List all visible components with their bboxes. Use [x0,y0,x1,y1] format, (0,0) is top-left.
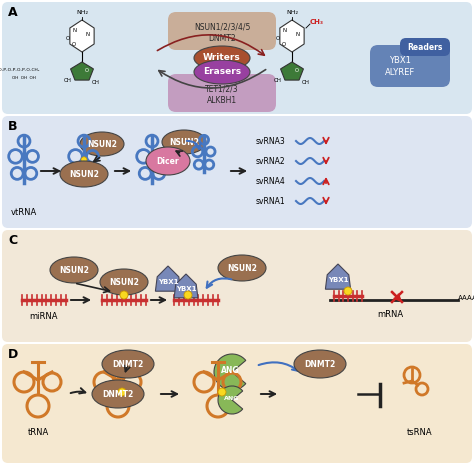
Text: O: O [72,41,76,46]
Text: vtRNA: vtRNA [11,208,37,217]
Text: TET1/2/3: TET1/2/3 [205,84,239,93]
Text: DNMT2: DNMT2 [112,359,144,368]
Text: HO-P-O-P-O-P-O-CH₂: HO-P-O-P-O-P-O-CH₂ [206,68,250,72]
Text: O: O [282,41,286,46]
Text: DNMT2: DNMT2 [304,359,336,368]
FancyBboxPatch shape [168,74,276,112]
Circle shape [81,157,87,163]
Text: OH: OH [92,80,100,85]
Ellipse shape [162,130,206,154]
Text: N: N [86,32,90,36]
Ellipse shape [80,132,124,156]
FancyBboxPatch shape [2,2,472,114]
Text: N: N [296,32,300,36]
Polygon shape [325,264,351,289]
Text: ANG: ANG [224,396,240,400]
Text: N: N [283,27,287,33]
FancyBboxPatch shape [168,12,276,50]
Ellipse shape [294,350,346,378]
Text: NSUN1/2/3/4/5: NSUN1/2/3/4/5 [194,22,250,31]
FancyBboxPatch shape [400,38,450,56]
Text: Dicer: Dicer [157,157,179,166]
FancyBboxPatch shape [2,344,472,463]
Text: YBX1: YBX1 [389,56,411,65]
Text: O: O [66,35,70,40]
Text: mRNA: mRNA [377,310,403,319]
Text: YBX1: YBX1 [176,286,196,292]
Circle shape [120,291,128,299]
Text: O: O [295,67,299,73]
Text: N: N [73,27,77,33]
Text: Readers: Readers [407,42,443,52]
Ellipse shape [102,350,154,378]
Text: NSUN2: NSUN2 [227,264,257,272]
FancyBboxPatch shape [2,230,472,342]
Text: NSUN2: NSUN2 [109,278,139,286]
Text: svRNA3: svRNA3 [256,137,286,146]
Text: OH  OH  OH: OH OH OH [12,76,36,80]
Text: DNMT2: DNMT2 [208,34,236,43]
FancyBboxPatch shape [370,45,450,87]
Text: OH: OH [302,80,310,85]
Text: NH₂: NH₂ [286,10,298,15]
Text: ALYREF: ALYREF [385,68,415,77]
Text: NSUN2: NSUN2 [169,138,199,146]
Text: AAAAAA: AAAAAA [458,295,474,301]
Text: Writers: Writers [203,53,241,62]
Wedge shape [218,386,243,414]
Polygon shape [281,62,303,80]
Text: YBX1: YBX1 [158,279,178,285]
Circle shape [118,388,126,396]
Circle shape [81,163,87,169]
Text: DNMT2: DNMT2 [102,390,134,399]
Text: svRNA4: svRNA4 [256,177,286,186]
Ellipse shape [100,269,148,295]
Text: tsRNA: tsRNA [407,428,433,437]
Ellipse shape [60,161,108,187]
Text: svRNA1: svRNA1 [256,197,286,206]
Ellipse shape [194,60,250,84]
Circle shape [149,163,155,169]
Circle shape [149,157,155,163]
Ellipse shape [146,147,190,175]
Text: B: B [8,120,18,133]
Ellipse shape [92,380,144,408]
Text: tRNA: tRNA [27,428,49,437]
Text: OH: OH [64,78,72,82]
FancyBboxPatch shape [2,116,472,228]
Text: HO-P-O-P-O-P-O-CH₂: HO-P-O-P-O-P-O-CH₂ [0,68,40,72]
Polygon shape [174,274,198,298]
Circle shape [218,388,226,396]
Text: A: A [8,6,18,19]
Text: D: D [8,348,18,361]
Circle shape [344,287,352,295]
Polygon shape [155,266,181,291]
Text: miRNA: miRNA [30,312,58,321]
Circle shape [184,291,192,299]
Text: C: C [8,234,17,247]
Ellipse shape [218,255,266,281]
Text: OH: OH [274,78,282,82]
Wedge shape [214,354,246,390]
Ellipse shape [50,257,98,283]
Text: OH  OH  OH: OH OH OH [222,76,246,80]
Text: NSUN2: NSUN2 [69,170,99,179]
Text: NH₂: NH₂ [76,10,88,15]
Text: svRNA2: svRNA2 [256,157,286,166]
Text: YBX1: YBX1 [328,277,348,283]
Text: O: O [276,35,280,40]
Text: CH₃: CH₃ [310,19,324,25]
Text: ALKBH1: ALKBH1 [207,96,237,105]
Polygon shape [71,62,93,80]
Text: NSUN2: NSUN2 [59,266,89,274]
Ellipse shape [194,46,250,70]
Text: ANG: ANG [221,365,239,374]
Polygon shape [280,20,304,52]
Text: O: O [85,67,89,73]
Text: NSUN2: NSUN2 [87,140,117,148]
Text: Erasers: Erasers [203,67,241,77]
Polygon shape [70,20,94,52]
